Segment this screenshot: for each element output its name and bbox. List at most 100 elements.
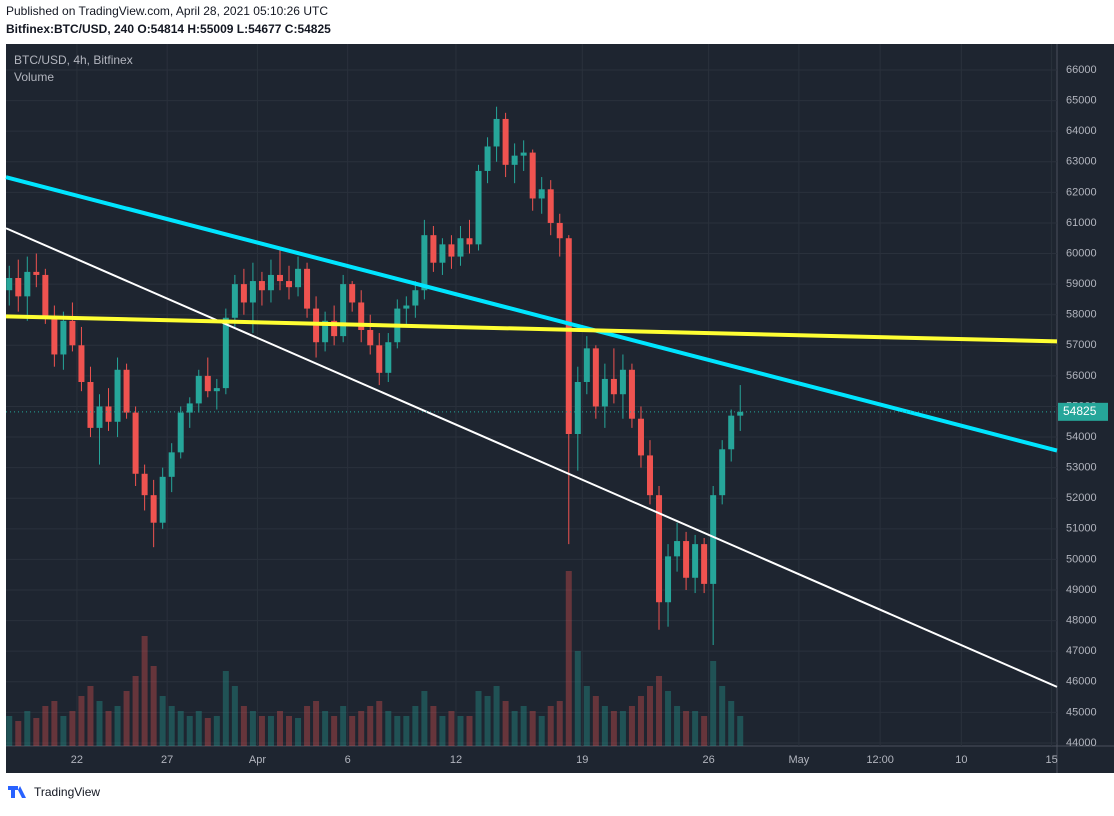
candle-body	[475, 170, 482, 245]
volume-bar	[412, 706, 419, 746]
candle-body	[132, 412, 139, 474]
volume-bar	[240, 706, 247, 746]
volume-bar	[692, 711, 699, 746]
volume-bar	[430, 706, 437, 746]
candle-body	[213, 388, 220, 392]
y-tick-label: 65000	[1066, 94, 1097, 106]
candle-body	[719, 449, 726, 496]
candle-body	[195, 375, 202, 404]
candle-body	[403, 305, 410, 309]
candle-body	[538, 189, 545, 199]
volume-bar	[33, 718, 40, 746]
volume-bar	[267, 716, 274, 746]
volume-bar	[683, 711, 690, 746]
candle-body	[322, 320, 329, 343]
candle-body	[376, 345, 383, 373]
volume-bar	[529, 711, 536, 746]
y-tick-label: 52000	[1066, 492, 1097, 504]
candle-body	[592, 348, 599, 407]
y-tick-label: 59000	[1066, 278, 1097, 290]
volume-bar	[665, 691, 672, 746]
candle-body	[619, 369, 626, 395]
volume-bar	[701, 716, 708, 746]
candle-body	[349, 284, 356, 303]
volume-bar	[123, 691, 130, 746]
y-tick-label: 50000	[1066, 553, 1097, 565]
volume-bar	[249, 711, 256, 746]
candle-body	[358, 302, 365, 330]
volume-bar	[349, 716, 356, 746]
volume-bar	[520, 706, 527, 746]
candle-body	[87, 382, 94, 428]
candle-body	[150, 495, 157, 523]
last-price-label: 54825	[1063, 404, 1097, 418]
candle-body	[430, 235, 437, 263]
candle-body	[42, 274, 49, 318]
candle-body	[646, 455, 653, 496]
candle-body	[15, 278, 22, 297]
volume-bar	[195, 711, 202, 746]
x-tick-label: 10	[955, 754, 967, 766]
volume-bar	[286, 716, 293, 746]
y-tick-label: 61000	[1066, 217, 1097, 229]
volume-bar	[466, 716, 473, 746]
candle-body	[439, 244, 446, 263]
volume-bar	[231, 686, 238, 746]
candle-body	[204, 375, 211, 392]
last-price-box	[1058, 402, 1108, 421]
volume-bar	[421, 691, 428, 746]
candle-body	[304, 268, 311, 309]
volume-bar	[331, 716, 338, 746]
candle-body	[69, 320, 76, 346]
trend-line	[5, 227, 1058, 688]
candle-body	[168, 452, 175, 477]
volume-bar	[141, 636, 148, 746]
candle-body	[367, 330, 374, 346]
candle-body	[610, 378, 617, 395]
candle-body	[24, 271, 31, 297]
candle-body	[637, 418, 644, 456]
volume-bar	[646, 686, 653, 746]
volume-bar	[313, 701, 320, 746]
candle-body	[295, 268, 302, 288]
published: Published on TradingView.com, April 28, …	[6, 4, 328, 18]
volume-bar	[222, 671, 229, 746]
candle-body	[340, 284, 347, 337]
volume-bar	[177, 711, 184, 746]
candle-body	[105, 406, 112, 422]
volume-bar	[42, 706, 49, 746]
volume-bar	[601, 706, 608, 746]
y-tick-label: 66000	[1066, 64, 1097, 76]
trend-line	[5, 175, 1058, 453]
volume-bar	[276, 711, 283, 746]
volume-bar	[159, 696, 166, 746]
candle-body	[276, 274, 283, 282]
x-tick-label: 15	[1045, 754, 1057, 766]
volume-bar	[583, 686, 590, 746]
candle-body	[502, 118, 509, 165]
candle-body	[520, 152, 527, 156]
logo-icon	[8, 786, 26, 798]
volume-bar	[204, 718, 211, 746]
y-tick-label: 57000	[1066, 339, 1097, 351]
candle-body	[728, 415, 735, 450]
x-tick-label: May	[789, 754, 810, 766]
volume-bar	[403, 716, 410, 746]
candle-body	[511, 155, 518, 165]
volume-bar	[394, 716, 401, 746]
volume-bar	[150, 666, 157, 746]
candle-body	[556, 222, 563, 239]
candle-body	[493, 118, 500, 147]
y-tick-label: 48000	[1066, 614, 1097, 626]
x-tick-label: 22	[71, 754, 83, 766]
volume-bar	[69, 711, 76, 746]
volume-bar	[340, 706, 347, 746]
volume-bar	[493, 686, 500, 746]
candle-body	[114, 369, 121, 422]
volume-bar	[367, 706, 374, 746]
candle-body	[583, 348, 590, 382]
volume-bar	[376, 701, 383, 746]
candle-body	[683, 541, 690, 578]
volume-bar	[547, 706, 554, 746]
volume-bar	[628, 706, 635, 746]
